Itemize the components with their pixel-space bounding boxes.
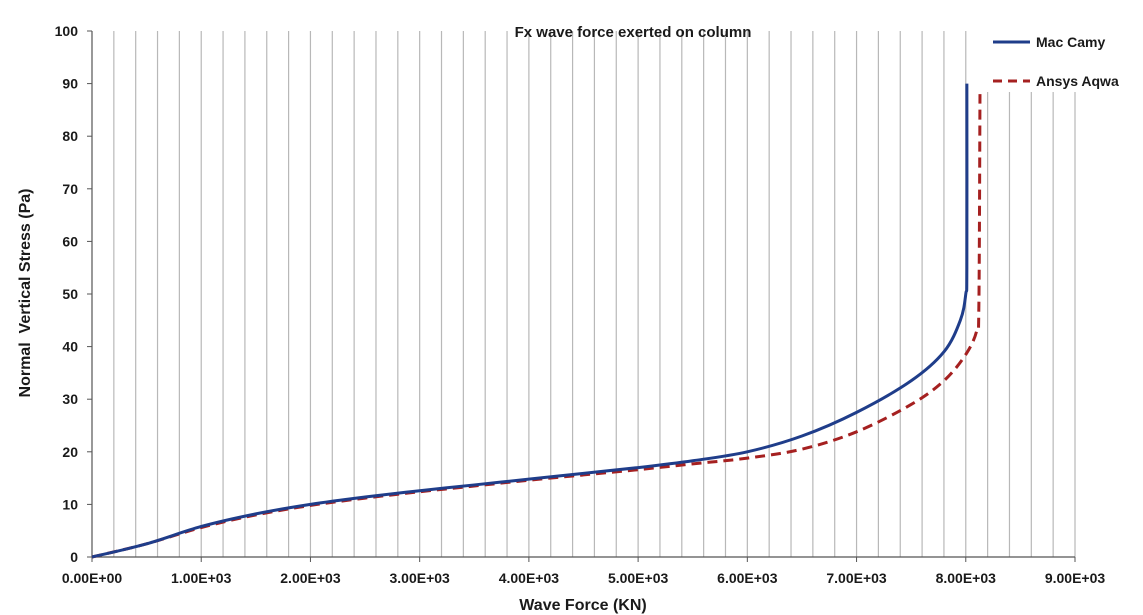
legend-label-ansys-aqwa: Ansys Aqwa bbox=[1036, 73, 1119, 89]
y-tick-label: 60 bbox=[62, 233, 78, 249]
y-tick-label: 0 bbox=[70, 549, 78, 565]
y-tick-label: 30 bbox=[62, 391, 78, 407]
legend-background bbox=[985, 22, 1115, 92]
y-tick-label: 50 bbox=[62, 286, 78, 302]
legend-label-mac-camy: Mac Camy bbox=[1036, 34, 1105, 50]
tick-labels: 0 10 20 30 40 50 60 70 80 90 100 0.00E+00 1.00E+03 2.… bbox=[55, 23, 1106, 586]
x-tick-label: 8.00E+03 bbox=[936, 570, 997, 586]
grid-lines bbox=[113, 31, 1076, 557]
x-tick-label: 4.00E+03 bbox=[499, 570, 560, 586]
series-lines bbox=[91, 83, 982, 559]
y-tick-label: 10 bbox=[62, 496, 78, 512]
y-tick-label: 100 bbox=[55, 23, 79, 39]
legend: Mac Camy Ansys Aqwa bbox=[985, 22, 1119, 92]
y-tick-label: 80 bbox=[62, 128, 78, 144]
y-axis-title: Normal Vertical Stress (Pa) bbox=[17, 189, 34, 398]
x-tick-label: 6.00E+03 bbox=[717, 570, 778, 586]
chart-title: Fx wave force exerted on column bbox=[515, 24, 752, 41]
x-tick-label: 3.00E+03 bbox=[389, 570, 450, 586]
x-tick-label: 5.00E+03 bbox=[608, 570, 669, 586]
y-tick-label: 20 bbox=[62, 444, 78, 460]
y-tick-label: 70 bbox=[62, 181, 78, 197]
y-tick-label: 90 bbox=[62, 76, 78, 92]
series-line-ansys-aqwa bbox=[91, 94, 982, 559]
y-tick-label: 40 bbox=[62, 339, 78, 355]
axes bbox=[87, 30, 1076, 562]
x-axis-title: Wave Force (KN) bbox=[519, 597, 646, 614]
series-line-mac-camy bbox=[91, 83, 969, 559]
x-tick-label: 1.00E+03 bbox=[171, 570, 232, 586]
x-tick-label: 0.00E+00 bbox=[62, 570, 123, 586]
x-tick-label: 2.00E+03 bbox=[280, 570, 341, 586]
x-tick-label: 7.00E+03 bbox=[826, 570, 887, 586]
x-tick-label: 9.00E+03 bbox=[1045, 570, 1106, 586]
